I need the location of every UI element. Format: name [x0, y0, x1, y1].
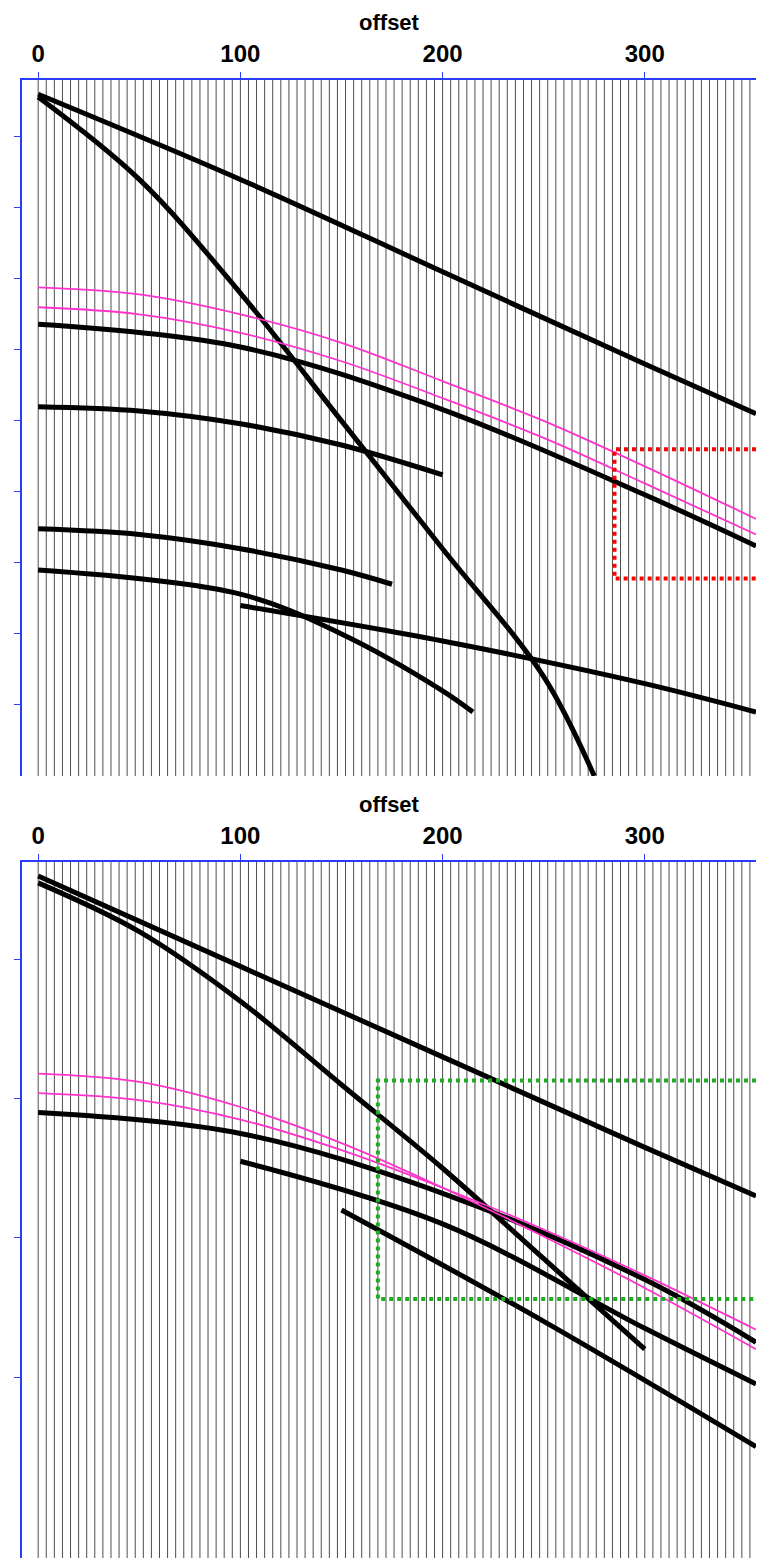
svg-text:100: 100 [220, 822, 260, 849]
svg-text:0: 0 [32, 822, 45, 849]
svg-text:offset: offset [359, 792, 420, 817]
svg-text:200: 200 [423, 822, 463, 849]
svg-text:300: 300 [625, 822, 665, 849]
svg-text:offset: offset [359, 10, 420, 35]
svg-text:100: 100 [220, 40, 260, 67]
svg-text:300: 300 [625, 40, 665, 67]
svg-text:200: 200 [423, 40, 463, 67]
svg-text:0: 0 [32, 40, 45, 67]
